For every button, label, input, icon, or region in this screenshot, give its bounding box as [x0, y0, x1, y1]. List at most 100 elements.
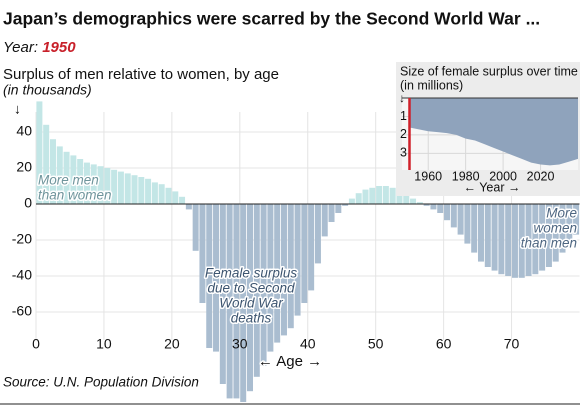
year-label-text: Year:	[3, 39, 38, 56]
bar	[63, 151, 70, 204]
bar	[362, 189, 369, 204]
inset-unit: (in millions)	[400, 78, 463, 92]
bar	[267, 204, 274, 352]
source: Source: U.N. Population Division	[3, 375, 199, 390]
bar	[219, 204, 226, 384]
bar	[552, 204, 559, 262]
main-plot: 40 20 0 -20 -40 -60 0 10 20 30 40 50 60 70 ← Age → Sour…	[2, 101, 580, 402]
y-tick-label: -20	[12, 231, 32, 247]
annotation: deaths	[231, 311, 272, 326]
bar	[104, 168, 111, 204]
bar	[328, 204, 335, 222]
bar	[416, 202, 423, 204]
x-tick-label: 2000	[489, 169, 517, 183]
bar	[342, 204, 349, 206]
bar	[498, 204, 505, 275]
x-tick-label: 40	[300, 336, 316, 352]
bar	[124, 173, 131, 204]
bar	[260, 204, 267, 366]
bar	[287, 204, 294, 329]
bar	[518, 204, 525, 278]
bar	[77, 159, 84, 204]
bar	[145, 178, 152, 204]
bar	[314, 204, 321, 264]
bar	[240, 204, 247, 402]
bar	[511, 204, 518, 278]
bar	[226, 204, 233, 399]
bar	[321, 204, 328, 237]
annotation: Female surplus	[205, 266, 298, 281]
annotation: World War	[219, 296, 283, 311]
area	[409, 98, 578, 166]
y-tick-label: -60	[12, 303, 32, 319]
bar	[151, 182, 158, 204]
annotation: due to Second	[207, 281, 295, 296]
bar	[444, 204, 451, 221]
bar	[43, 124, 50, 204]
y-tick-label: 20	[16, 159, 32, 175]
bar	[525, 204, 532, 276]
inset-title: Size of female surplus over time	[400, 64, 578, 78]
y-arrow: ↓	[14, 101, 21, 117]
y-tick-label: -40	[12, 267, 32, 283]
x-tick-label: 70	[504, 336, 520, 352]
bar	[450, 204, 457, 228]
bar	[566, 204, 573, 244]
subtitle: Surplus of men relative to women, by age	[3, 66, 279, 83]
x-tick-label: 1960	[414, 169, 442, 183]
bar	[83, 162, 90, 204]
bar	[185, 204, 192, 210]
bar	[111, 169, 118, 204]
bar	[410, 198, 417, 204]
y-tick-label: 1	[400, 109, 407, 123]
bar	[213, 204, 220, 352]
bar	[491, 204, 498, 271]
bar	[559, 204, 566, 253]
bar	[403, 191, 410, 204]
y-tick-label: 3	[400, 146, 407, 160]
bar	[484, 204, 491, 267]
annotation: women	[533, 221, 577, 236]
bar	[348, 198, 355, 204]
bar	[505, 204, 512, 276]
bar	[233, 204, 240, 399]
bar	[539, 204, 546, 271]
bar	[49, 139, 56, 204]
bar	[280, 204, 287, 336]
bar	[179, 196, 186, 204]
bar	[158, 184, 165, 204]
bar	[172, 191, 179, 204]
bar	[308, 204, 315, 291]
bar	[545, 204, 552, 267]
bar	[477, 204, 484, 262]
bar	[301, 204, 308, 303]
x-tick-label: 60	[436, 336, 452, 352]
bar	[532, 204, 539, 275]
bar	[294, 204, 301, 316]
bar	[471, 204, 478, 253]
bar	[437, 204, 444, 213]
y-tick-label: 0	[24, 195, 32, 211]
bar	[376, 186, 383, 204]
bar	[131, 175, 138, 204]
bar	[573, 204, 580, 235]
bar	[389, 187, 396, 204]
x-tick-label: 20	[164, 336, 180, 352]
y-tick-label: 2	[400, 127, 407, 141]
annotation: More	[546, 206, 577, 221]
x-tick-label: 10	[96, 336, 112, 352]
bar	[90, 164, 97, 204]
year-value: 1950	[42, 39, 76, 56]
inset-plot: Size of female surplus over time(in mill…	[396, 62, 580, 196]
x-tick-label: 30	[232, 336, 248, 352]
bar	[70, 155, 77, 204]
y-tick-label: 40	[16, 123, 32, 139]
inset-x-label: ← Year →	[464, 180, 521, 194]
x-axis-label: ← Age →	[258, 353, 322, 370]
bar	[274, 204, 281, 343]
x-tick-label: 50	[368, 336, 384, 352]
chart-title: Japan’s demographics were scarred by the…	[3, 9, 540, 29]
bar	[247, 204, 253, 392]
bar	[36, 101, 43, 204]
bar	[430, 204, 437, 210]
